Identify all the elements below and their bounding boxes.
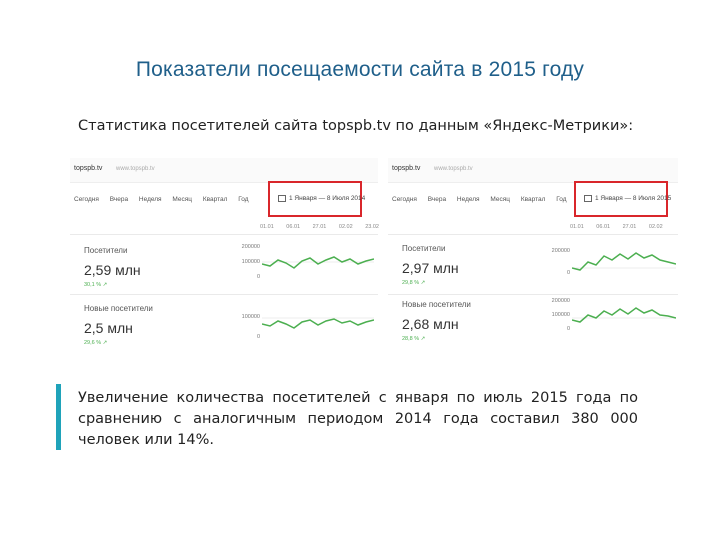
y-tick: 0 [256,334,260,340]
y-tick: 100000 [241,314,260,320]
divider [388,234,678,235]
x-tick: 06.01 [596,224,611,230]
new-visitors-delta: 28,8 % ↗ [402,336,426,342]
period-tab: Год [556,196,567,203]
date-range-highlight: 1 Января — 8 Июля 2015 [574,181,672,217]
site-name: topspb.tv [392,165,421,172]
x-axis-ticks: 01.01 06.01 27.01 02.02 23.02 [260,224,390,230]
period-tabs: Сегодня Вчера Неделя Месяц Квартал Год [392,196,576,203]
x-tick: 02.02 [338,224,353,230]
calendar-icon [584,195,592,202]
x-axis-ticks: 01.01 06.01 27.01 02.02 [570,224,674,230]
y-tick: 200000 [241,244,260,250]
divider [70,294,378,295]
date-range-highlight: 1 Января — 8 Июля 2014 [268,181,366,217]
period-tab: Сегодня [74,196,99,203]
visitors-delta: 29,8 % ↗ [402,280,426,286]
y-tick: 0 [566,326,570,332]
new-visitors-delta: 29,6 % ↗ [84,340,108,346]
x-tick: 23.02 [365,224,379,230]
metrika-topbar: topspb.tv www.topspb.tv [70,158,378,183]
slide-title: Показатели посещаемости сайта в 2015 год… [135,58,585,81]
metrika-screenshot-2014: topspb.tv www.topspb.tv Сегодня Вчера Не… [70,158,379,358]
slide-subtitle: Статистика посетителей сайта topspb.tv п… [78,118,634,134]
x-tick: 06.01 [286,224,301,230]
divider [70,234,378,235]
period-tab: Сегодня [392,196,417,203]
new-visitors-sparkline [572,307,676,323]
period-tab: Вчера [109,196,129,203]
x-tick: 27.01 [622,224,637,230]
new-visitors-sparkline [262,317,374,329]
date-range-label: 1 Января — 8 Июля 2014 [289,195,366,203]
divider [388,294,678,295]
y-tick: 200000 [551,298,570,304]
period-tab: Год [238,196,249,203]
period-tab: Неделя [138,196,162,203]
y-tick: 200000 [551,248,570,254]
y-tick: 0 [566,270,570,276]
x-tick: 01.01 [260,224,274,230]
accent-bar [56,384,61,450]
x-tick: 01.01 [570,224,584,230]
period-tab: Неделя [456,196,480,203]
x-tick: 27.01 [312,224,327,230]
site-name: topspb.tv [74,165,103,172]
summary-text: Увеличение количества посетителей с янва… [78,390,638,448]
visitors-sparkline [262,256,374,269]
new-visitors-value: 2,5 млн [84,320,133,336]
x-tick: 02.02 [648,224,663,230]
visitors-value: 2,97 млн [402,260,459,276]
period-tab: Месяц [490,196,510,203]
y-tick: 100000 [551,312,570,318]
site-url: www.topspb.tv [434,166,473,172]
visitors-delta: 30,1 % ↗ [84,282,108,288]
visitors-sparkline [572,252,676,271]
date-range-label: 1 Января — 8 Июля 2015 [595,195,672,203]
calendar-icon [278,195,286,202]
period-tab: Квартал [520,196,546,203]
visitors-value: 2,59 млн [84,262,141,278]
visitors-label: Посетители [402,244,446,253]
y-tick: 100000 [241,259,260,265]
new-visitors-value: 2,68 млн [402,316,459,332]
visitors-label: Посетители [84,246,128,255]
period-tab: Вчера [427,196,447,203]
new-visitors-label: Новые посетители [84,304,153,313]
period-tab: Месяц [172,196,192,203]
period-tabs: Сегодня Вчера Неделя Месяц Квартал Год [74,196,258,203]
site-url: www.topspb.tv [116,166,155,172]
y-tick: 0 [256,274,260,280]
new-visitors-label: Новые посетители [402,300,471,309]
metrika-screenshot-2015: topspb.tv www.topspb.tv Сегодня Вчера Не… [388,158,678,358]
period-tab: Квартал [202,196,228,203]
metrika-topbar: topspb.tv www.topspb.tv [388,158,678,183]
